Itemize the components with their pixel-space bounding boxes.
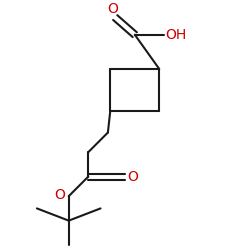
Text: O: O [128, 170, 138, 183]
Text: O: O [54, 188, 65, 202]
Text: OH: OH [165, 28, 186, 42]
Text: O: O [107, 2, 118, 16]
